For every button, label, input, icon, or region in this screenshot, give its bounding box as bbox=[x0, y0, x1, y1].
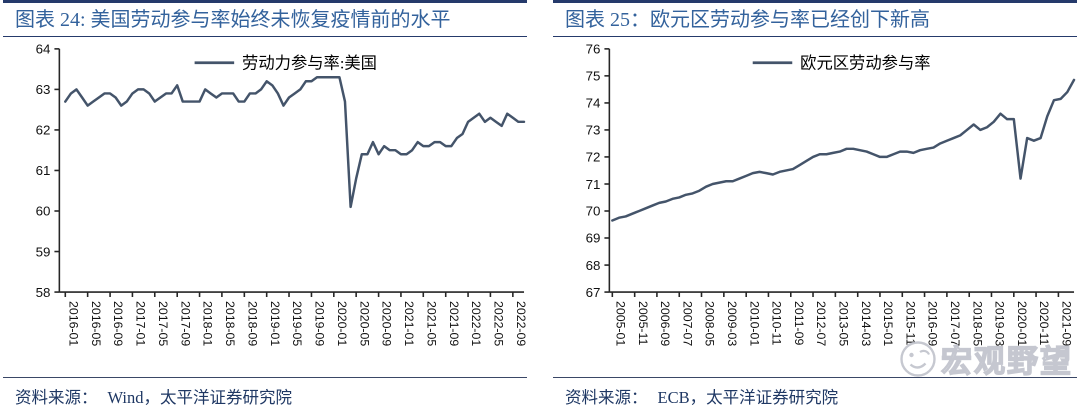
svg-text:2015-01: 2015-01 bbox=[881, 301, 895, 346]
svg-text:63: 63 bbox=[36, 82, 51, 97]
svg-text:2007-07: 2007-07 bbox=[680, 301, 694, 346]
source-label: 资料来源： bbox=[15, 388, 98, 408]
svg-text:2010-11: 2010-11 bbox=[770, 301, 784, 346]
svg-text:2014-03: 2014-03 bbox=[859, 301, 873, 346]
source-text: ECB，太平洋证券研究院 bbox=[657, 388, 839, 408]
series-line bbox=[611, 78, 1076, 222]
series-line bbox=[64, 76, 526, 209]
svg-text:72: 72 bbox=[586, 150, 601, 165]
svg-text:2006-09: 2006-09 bbox=[658, 301, 672, 346]
svg-text:2009-03: 2009-03 bbox=[725, 301, 739, 346]
svg-text:70: 70 bbox=[586, 204, 601, 219]
legend-label: 劳动力参与率:美国 bbox=[242, 54, 377, 73]
svg-text:2021-01: 2021-01 bbox=[402, 301, 416, 346]
legend: 欧元区劳动参与率 bbox=[752, 54, 931, 73]
svg-text:59: 59 bbox=[36, 244, 51, 259]
svg-text:2020-01: 2020-01 bbox=[1015, 301, 1029, 346]
svg-text:2019-03: 2019-03 bbox=[993, 301, 1007, 346]
svg-text:2021-09: 2021-09 bbox=[1060, 301, 1074, 346]
svg-text:60: 60 bbox=[36, 204, 51, 219]
svg-text:64: 64 bbox=[36, 42, 51, 57]
eurozone-line-chart: 67 68 69 70 71 72 73 74 75 76 2005-01 2005-11 2006-0… bbox=[586, 42, 1076, 346]
source-note-us: 资料来源： Wind，太平洋证券研究院 bbox=[3, 377, 527, 417]
svg-text:2017-09: 2017-09 bbox=[178, 301, 192, 346]
svg-text:71: 71 bbox=[586, 177, 601, 192]
axes bbox=[604, 48, 1075, 298]
svg-text:2017-05: 2017-05 bbox=[156, 301, 170, 346]
chart-panel-us: 图表 24: 美国劳动参与率始终未恢复疫情前的水平 58 59 60 61 62 63 64… bbox=[3, 0, 527, 417]
x-axis-labels: 2016-01 2016-05 2016-09 2017-01 2017-05 2017-… bbox=[66, 301, 527, 346]
svg-text:2010-01: 2010-01 bbox=[747, 301, 761, 346]
svg-text:2018-01: 2018-01 bbox=[201, 301, 215, 346]
svg-text:2013-05: 2013-05 bbox=[837, 301, 851, 346]
svg-text:2017-07: 2017-07 bbox=[948, 301, 962, 346]
svg-text:2022-09: 2022-09 bbox=[514, 301, 527, 346]
axes bbox=[54, 48, 525, 298]
svg-text:2012-07: 2012-07 bbox=[814, 301, 828, 346]
eurozone-chart-area: 67 68 69 70 71 72 73 74 75 76 2005-01 2005-11 2006-0… bbox=[553, 37, 1077, 377]
svg-text:2020-01: 2020-01 bbox=[335, 301, 349, 346]
chart-panel-eurozone: 图表 25：欧元区劳动参与率已经创下新高 67 68 69 70 71 72 73 74 75 7… bbox=[553, 0, 1077, 417]
svg-text:2016-09: 2016-09 bbox=[111, 301, 125, 346]
us-chart-area: 58 59 60 61 62 63 64 2016-01 2016-05 2016-09 2017-… bbox=[3, 37, 527, 377]
svg-text:2016-09: 2016-09 bbox=[926, 301, 940, 346]
x-axis-labels: 2005-01 2005-11 2006-09 2007-07 2008-05 2009-… bbox=[613, 301, 1073, 346]
svg-text:2021-09: 2021-09 bbox=[447, 301, 461, 346]
svg-text:69: 69 bbox=[586, 231, 601, 246]
svg-text:2022-01: 2022-01 bbox=[469, 301, 483, 346]
y-axis-labels: 58 59 60 61 62 63 64 bbox=[36, 42, 51, 300]
legend-label: 欧元区劳动参与率 bbox=[800, 54, 930, 73]
svg-text:75: 75 bbox=[586, 69, 601, 84]
svg-text:2011-09: 2011-09 bbox=[792, 301, 806, 346]
svg-text:2016-01: 2016-01 bbox=[66, 301, 80, 346]
svg-text:62: 62 bbox=[36, 123, 51, 138]
svg-text:2022-05: 2022-05 bbox=[492, 301, 506, 346]
svg-text:2015-11: 2015-11 bbox=[903, 301, 917, 346]
legend: 劳动力参与率:美国 bbox=[194, 54, 377, 73]
svg-text:2019-05: 2019-05 bbox=[290, 301, 304, 346]
source-note-eurozone: 资料来源： ECB，太平洋证券研究院 bbox=[553, 377, 1077, 417]
svg-text:74: 74 bbox=[586, 96, 601, 111]
chart-title-eurozone: 图表 25：欧元区劳动参与率已经创下新高 bbox=[553, 0, 1077, 37]
svg-text:2020-11: 2020-11 bbox=[1037, 301, 1051, 346]
us-line-chart: 58 59 60 61 62 63 64 2016-01 2016-05 2016-09 2017-… bbox=[36, 42, 527, 347]
svg-text:2005-11: 2005-11 bbox=[636, 301, 650, 346]
y-axis-labels: 67 68 69 70 71 72 73 74 75 76 bbox=[586, 42, 601, 300]
svg-text:2018-05: 2018-05 bbox=[223, 301, 237, 346]
svg-text:2005-01: 2005-01 bbox=[613, 301, 627, 346]
svg-text:68: 68 bbox=[586, 258, 601, 273]
svg-text:2018-09: 2018-09 bbox=[245, 301, 259, 346]
svg-text:2019-01: 2019-01 bbox=[268, 301, 282, 346]
svg-text:2021-05: 2021-05 bbox=[424, 301, 438, 346]
svg-text:61: 61 bbox=[36, 163, 51, 178]
source-label: 资料来源： bbox=[565, 388, 648, 408]
source-text: Wind，太平洋证券研究院 bbox=[107, 388, 293, 408]
svg-text:58: 58 bbox=[36, 285, 51, 300]
svg-text:76: 76 bbox=[586, 42, 601, 57]
chart-title-us: 图表 24: 美国劳动参与率始终未恢复疫情前的水平 bbox=[3, 0, 527, 37]
svg-text:67: 67 bbox=[586, 285, 601, 300]
svg-text:2016-05: 2016-05 bbox=[89, 301, 103, 346]
svg-text:73: 73 bbox=[586, 123, 601, 138]
svg-text:2008-05: 2008-05 bbox=[703, 301, 717, 346]
svg-text:2018-05: 2018-05 bbox=[970, 301, 984, 346]
svg-text:2019-09: 2019-09 bbox=[313, 301, 327, 346]
svg-text:2020-09: 2020-09 bbox=[380, 301, 394, 346]
svg-text:2017-01: 2017-01 bbox=[134, 301, 148, 346]
svg-text:2020-05: 2020-05 bbox=[357, 301, 371, 346]
